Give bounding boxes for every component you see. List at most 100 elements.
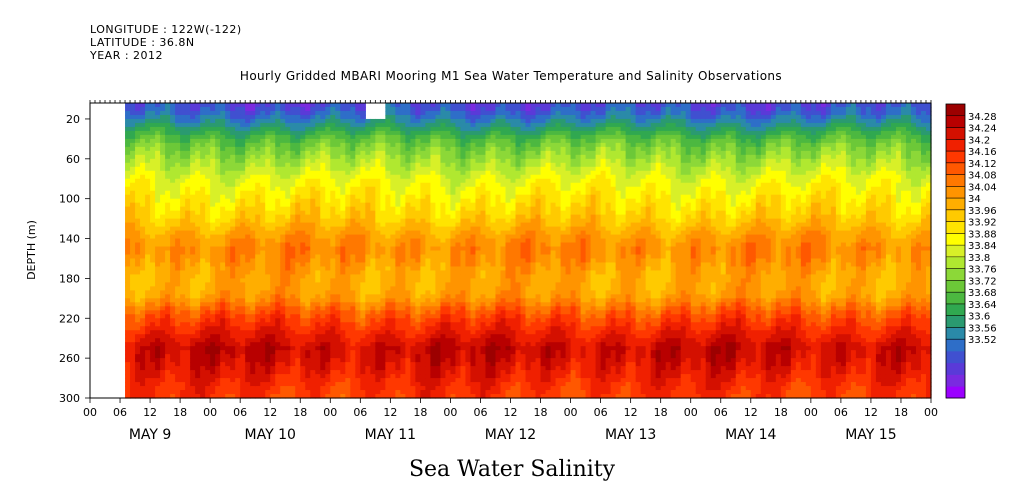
heatmap-cell [455, 234, 462, 240]
heatmap-cell [300, 346, 306, 351]
heatmap-cell [165, 278, 171, 283]
heatmap-cell [460, 174, 467, 180]
heatmap-cell [410, 350, 416, 355]
heatmap-cell [350, 282, 356, 287]
heatmap-cell [240, 370, 246, 375]
heatmap-cell [240, 342, 246, 347]
heatmap-cell [460, 206, 467, 212]
heatmap-cell [435, 282, 442, 287]
heatmap-cell [395, 262, 401, 268]
heatmap-cell [455, 334, 462, 339]
heatmap-cell [260, 162, 266, 168]
heatmap-cell [225, 350, 231, 355]
heatmap-cell [270, 322, 276, 327]
heatmap-cell [275, 294, 281, 299]
heatmap-cell [375, 230, 381, 236]
heatmap-cell [440, 278, 447, 283]
heatmap-cell [230, 266, 236, 272]
heatmap-cell [455, 186, 462, 192]
heatmap-cell [240, 394, 246, 399]
heatmap-cell [400, 190, 406, 196]
heatmap-cell [300, 202, 306, 208]
heatmap-cell [235, 354, 241, 359]
heatmap-cell [415, 374, 421, 379]
heatmap-cell [135, 122, 141, 128]
heatmap-cell [420, 154, 426, 160]
heatmap-cell [275, 266, 281, 272]
heatmap-cell [375, 346, 381, 351]
heatmap-cell [140, 382, 146, 387]
heatmap-cell [150, 314, 156, 319]
heatmap-cell [455, 274, 462, 280]
heatmap-cell [410, 218, 416, 224]
heatmap-cell [450, 378, 457, 383]
heatmap-cell [385, 290, 391, 295]
heatmap-cell [165, 170, 171, 176]
heatmap-cell [275, 138, 281, 144]
heatmap-cell [410, 310, 416, 315]
heatmap-cell [240, 246, 246, 252]
heatmap-cell [395, 354, 401, 359]
heatmap-cell [180, 334, 186, 339]
heatmap-cell [190, 226, 196, 232]
heatmap-cell [420, 370, 426, 375]
heatmap-cell [155, 274, 161, 280]
heatmap-cell [460, 182, 467, 188]
heatmap-cell [215, 170, 221, 176]
heatmap-cell [220, 230, 226, 236]
heatmap-cell [150, 194, 156, 200]
heatmap-cell [220, 166, 226, 172]
heatmap-cell [125, 298, 131, 303]
heatmap-cell [140, 214, 146, 220]
heatmap-cell [365, 174, 371, 180]
heatmap-cell [335, 230, 341, 236]
heatmap-cell [150, 274, 156, 280]
heatmap-cell [370, 346, 376, 351]
heatmap-cell [450, 106, 457, 112]
heatmap-cell [405, 186, 411, 192]
heatmap-cell [360, 382, 366, 387]
heatmap-cell [290, 118, 296, 124]
heatmap-cell [435, 362, 442, 367]
heatmap-cell [285, 174, 291, 180]
heatmap-cell [350, 150, 356, 156]
heatmap-cell [140, 138, 146, 144]
heatmap-cell [180, 214, 186, 220]
heatmap-cell [220, 218, 226, 224]
heatmap-cell [310, 202, 316, 208]
heatmap-cell [435, 318, 442, 323]
heatmap-cell [455, 350, 462, 355]
heatmap-cell [145, 166, 151, 172]
heatmap-cell [400, 266, 406, 272]
heatmap-cell [440, 370, 447, 375]
heatmap-cell [285, 214, 291, 220]
heatmap-cell [305, 326, 311, 331]
heatmap-cell [370, 246, 376, 252]
heatmap-cell [335, 314, 341, 319]
heatmap-cell [255, 334, 261, 339]
heatmap-cell [380, 186, 386, 192]
heatmap-cell [285, 258, 291, 264]
heatmap-cell [370, 254, 376, 260]
heatmap-cell [205, 350, 211, 355]
heatmap-cell [415, 190, 421, 196]
heatmap-cell [405, 226, 411, 232]
heatmap-cell [155, 130, 161, 136]
heatmap-cell [225, 374, 231, 379]
heatmap-cell [195, 286, 201, 291]
heatmap-cell [320, 270, 326, 276]
heatmap-cell [295, 134, 301, 140]
heatmap-cell [215, 254, 221, 260]
heatmap-cell [280, 154, 286, 160]
heatmap-cell [245, 218, 251, 224]
heatmap-cell [230, 218, 236, 224]
heatmap-cell [255, 142, 261, 148]
heatmap-cell [420, 302, 426, 307]
heatmap-cell [400, 298, 406, 303]
heatmap-cell [450, 394, 457, 399]
heatmap-cell [370, 174, 376, 180]
heatmap-cell [145, 158, 151, 164]
heatmap-cell [270, 158, 276, 164]
heatmap-cell [445, 118, 452, 124]
heatmap-cell [335, 250, 341, 256]
